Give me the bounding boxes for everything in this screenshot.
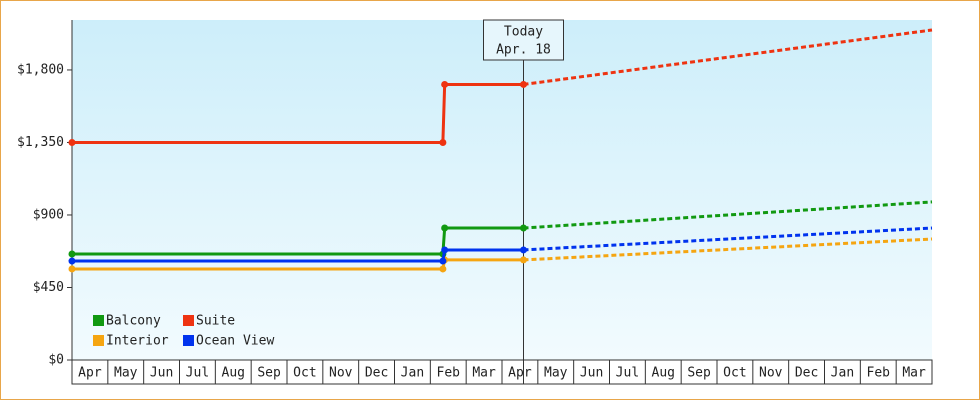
price-point: [439, 265, 447, 273]
x-tick-label: Aug: [652, 366, 675, 381]
x-tick-label: Mar: [472, 366, 496, 381]
price-point: [439, 257, 447, 265]
x-tick-label: Jul: [616, 366, 639, 381]
price-point: [68, 257, 76, 265]
y-tick-label: $1,350: [17, 135, 64, 150]
x-tick-label: Jan: [831, 366, 854, 381]
today-label: Today: [504, 25, 543, 40]
x-tick-label: Feb: [867, 366, 891, 381]
price-point: [68, 250, 76, 258]
x-tick-label: May: [114, 366, 138, 381]
x-tick-label: Oct: [723, 366, 746, 381]
x-tick-label: Dec: [795, 366, 818, 381]
forecast-line: [523, 226, 933, 252]
legend-swatch: [93, 335, 104, 346]
today-label: Apr. 18: [496, 43, 551, 58]
legend-label: Suite: [196, 314, 235, 329]
x-tick-label: Sep: [257, 366, 281, 381]
price-line: [72, 82, 524, 144]
x-tick-label: Apr: [78, 366, 102, 381]
x-tick-label: Nov: [329, 366, 353, 381]
legend-label: Balcony: [106, 314, 161, 329]
x-tick-label: May: [544, 366, 568, 381]
legend-swatch: [183, 315, 194, 326]
x-tick-label: Aug: [222, 366, 245, 381]
plot-area: [72, 20, 932, 360]
x-tick-label: Dec: [365, 366, 388, 381]
price-point: [520, 80, 527, 88]
price-point: [68, 138, 76, 146]
x-tick-label: Apr: [508, 366, 532, 381]
x-tick-label: Feb: [437, 366, 461, 381]
price-line: [72, 226, 524, 256]
price-point: [68, 265, 76, 273]
price-point: [441, 246, 449, 254]
forecast-line: [523, 200, 933, 230]
x-tick-label: Jun: [580, 366, 603, 381]
x-tick-label: Sep: [687, 366, 711, 381]
legend-swatch: [183, 335, 194, 346]
y-tick-label: $0: [48, 353, 64, 368]
legend-label: Interior: [106, 334, 169, 349]
x-tick-label: Oct: [293, 366, 316, 381]
x-tick-label: Nov: [759, 366, 783, 381]
y-tick-label: $1,800: [17, 62, 64, 77]
price-line: [72, 258, 524, 271]
price-line: [72, 248, 524, 263]
legend-swatch: [93, 315, 104, 326]
y-tick-label: $450: [33, 280, 64, 295]
price-point: [441, 80, 449, 88]
legend-label: Ocean View: [196, 334, 274, 349]
price-point: [520, 246, 527, 254]
price-point: [441, 224, 449, 232]
price-point: [520, 224, 527, 232]
y-tick-label: $900: [33, 207, 64, 222]
price-point: [520, 256, 527, 264]
x-tick-label: Jul: [186, 366, 209, 381]
x-tick-label: Jan: [401, 366, 424, 381]
x-tick-label: Jun: [150, 366, 173, 381]
forecast-line: [523, 28, 933, 86]
price-point: [439, 138, 447, 146]
forecast-line: [523, 237, 933, 262]
today-box: [483, 19, 564, 61]
x-tick-label: Mar: [902, 366, 926, 381]
